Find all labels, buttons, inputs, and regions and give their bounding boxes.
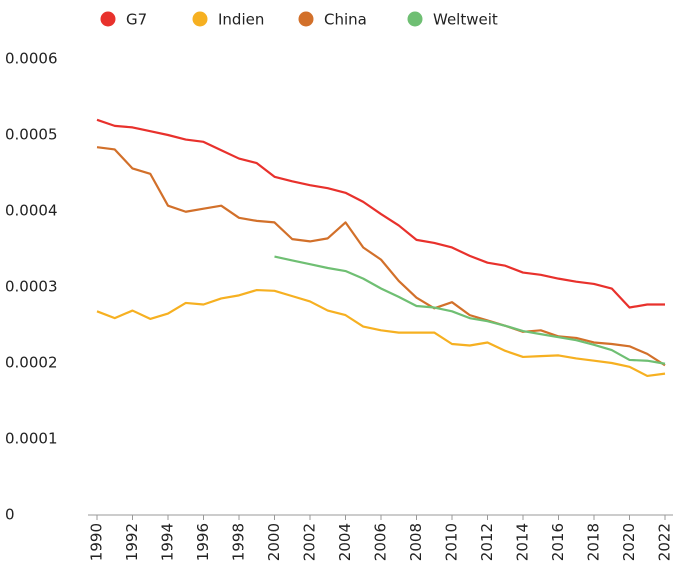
- x-tick-label: 2006: [372, 523, 390, 561]
- y-tick-label: 0.0003: [5, 278, 58, 296]
- legend-label: China: [324, 11, 367, 29]
- series-line: [274, 255, 666, 365]
- x-tick-label: 1996: [194, 523, 212, 561]
- series-line: [96, 118, 665, 309]
- legend-marker: [298, 11, 314, 27]
- legend-label: Indien: [218, 11, 264, 29]
- x-tick-label: 2014: [514, 523, 532, 561]
- legend-label: G7: [126, 11, 147, 29]
- series-line: [96, 288, 666, 378]
- x-tick-label: 1990: [88, 523, 106, 561]
- x-tick-label: 2012: [478, 523, 496, 561]
- y-tick-label: 0.0002: [5, 354, 58, 372]
- x-tick-label: 1994: [159, 523, 177, 561]
- x-tick-label: 1992: [123, 523, 141, 561]
- x-tick-label: 2022: [656, 523, 674, 561]
- legend-marker: [407, 11, 423, 27]
- y-tick-label: 0.0005: [5, 126, 58, 144]
- legend-marker: [100, 11, 116, 27]
- y-tick-label: 0.0001: [5, 430, 58, 448]
- x-tick-label: 2004: [336, 523, 354, 561]
- y-tick-label: 0: [5, 506, 15, 524]
- x-tick-label: 2018: [585, 523, 603, 561]
- series-line: [96, 146, 666, 367]
- x-tick-label: 2020: [620, 523, 638, 561]
- x-tick-label: 2002: [301, 523, 319, 561]
- y-tick-label: 0.0006: [5, 50, 58, 68]
- x-tick-label: 2000: [265, 523, 283, 561]
- x-tick-label: 1998: [230, 523, 248, 561]
- x-tick-label: 2010: [443, 523, 461, 561]
- y-tick-label: 0.0004: [5, 202, 58, 220]
- legend-label: Weltweit: [433, 11, 498, 29]
- legend-marker: [192, 11, 208, 27]
- x-tick-label: 2016: [549, 523, 567, 561]
- x-tick-label: 2008: [407, 523, 425, 561]
